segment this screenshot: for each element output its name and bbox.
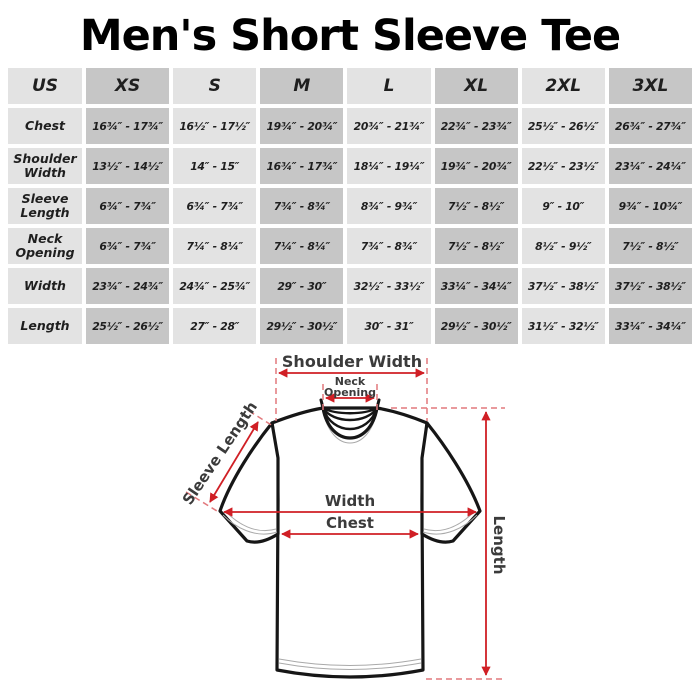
measurement-cell: 16¾″ - 17¾″ (86, 108, 170, 144)
measurement-cell: 7½″ - 8½″ (434, 228, 518, 264)
hem-stitch-line (278, 658, 422, 666)
table-row: Shoulder Width 13½″ - 14½″ 14″ - 15″ 16¾″ -… (8, 148, 692, 184)
measurement-cell: 27″ - 28″ (173, 308, 257, 344)
measurement-cell: 23¼″ - 24¼″ (608, 148, 692, 184)
measurement-cell: 32½″ - 33½″ (347, 268, 431, 304)
measurement-cell: 13½″ - 14½″ (86, 148, 170, 184)
collar-rib (321, 406, 379, 415)
measurement-cell: 7¾″ - 8¾″ (260, 188, 344, 224)
chest-label: Chest (326, 514, 374, 532)
tee-measurement-diagram: Shoulder Width Neck Opening Sleeve Lengt… (179, 352, 508, 680)
sleeve-length-guide-top (248, 410, 274, 427)
measurement-cell: 18¼″ - 19¼″ (347, 148, 431, 184)
row-label: Sleeve Length (8, 188, 82, 224)
shoulder-width-label: Shoulder Width (282, 352, 422, 371)
size-header-xl: XL (434, 68, 518, 104)
measurement-cell: 7¾″ - 8¾″ (347, 228, 431, 264)
measurement-cell: 22¾″ - 23¾″ (434, 108, 518, 144)
measurement-cell: 14″ - 15″ (173, 148, 257, 184)
measurement-cell: 33¼″ - 34¼″ (608, 308, 692, 344)
size-header-s: S (173, 68, 257, 104)
measurement-cell: 19¾″ - 20¾″ (434, 148, 518, 184)
right-cuff-stitch (422, 514, 478, 535)
measurement-cell: 37½″ - 38½″ (521, 268, 605, 304)
measurement-cell: 29½″ - 30½″ (434, 308, 518, 344)
measurement-cell: 7½″ - 8½″ (608, 228, 692, 264)
size-header-2xl: 2XL (521, 68, 605, 104)
measurement-cell: 31½″ - 32½″ (521, 308, 605, 344)
measurement-cell: 16¾″ - 17¾″ (260, 148, 344, 184)
width-label: Width (325, 492, 375, 510)
size-header-3xl: 3XL (608, 68, 692, 104)
measurement-cell: 26¾″ - 27¾″ (608, 108, 692, 144)
right-sleeve (420, 421, 482, 544)
measurement-cell: 6¾″ - 7¾″ (86, 228, 170, 264)
measurement-cell: 23¾″ - 24¾″ (86, 268, 170, 304)
measurement-cell: 20¾″ - 21¾″ (347, 108, 431, 144)
measurement-cell: 30″ - 31″ (347, 308, 431, 344)
measurement-cell: 25½″ - 26½″ (86, 308, 170, 344)
tshirt-body (270, 406, 429, 679)
row-label: Width (8, 268, 82, 304)
table-row: Sleeve Length 6¾″ - 7¾″ 6¾″ - 7¾″ 7¾″ - 8¾″… (8, 188, 692, 224)
size-chart-table: US XS S M L XL 2XL 3XL Chest 16¾″ - 17¾″ 16½″ - 17… (4, 64, 696, 348)
measurement-cell: 6¾″ - 7¾″ (173, 188, 257, 224)
measurement-cell: 9″ - 10″ (521, 188, 605, 224)
collar-rib (321, 406, 379, 422)
measurement-cell: 8¾″ - 9¾″ (347, 188, 431, 224)
hem-stitch-line (278, 662, 422, 670)
collar-outer (321, 406, 379, 440)
table-row: Chest 16¾″ - 17¾″ 16½″ - 17½″ 19¾″ - 20¾″ 20… (8, 108, 692, 144)
length-label: Length (490, 516, 508, 575)
size-header-us: US (8, 68, 82, 104)
collar-rib (321, 406, 379, 431)
row-label: Chest (8, 108, 82, 144)
measurement-cell: 25½″ - 26½″ (521, 108, 605, 144)
table-row: Width 23¾″ - 24¾″ 24¾″ - 25¾″ 29″ - 30″ 32½″… (8, 268, 692, 304)
size-chart-header-row: US XS S M L XL 2XL 3XL (8, 68, 692, 104)
measurement-cell: 7½″ - 8½″ (434, 188, 518, 224)
neck-opening-label-line2: Opening (324, 386, 376, 399)
measurement-cell: 24¾″ - 25¾″ (173, 268, 257, 304)
measurement-cell: 6¾″ - 7¾″ (86, 188, 170, 224)
sleeve-length-arrow (209, 421, 259, 503)
page-title: Men's Short Sleeve Tee (79, 11, 621, 61)
row-label: Neck Opening (8, 228, 82, 264)
sleeve-length-guide-bottom (185, 491, 218, 512)
neck-opening-label-line1: Neck (335, 375, 366, 388)
size-chart-body: US XS S M L XL 2XL 3XL Chest 16¾″ - 17¾″ 16½″ - 17… (8, 68, 692, 344)
left-cuff-stitch (222, 514, 278, 535)
measurement-cell: 7¼″ - 8¼″ (260, 228, 344, 264)
measurement-cell: 37½″ - 38½″ (608, 268, 692, 304)
measurement-cell: 29″ - 30″ (260, 268, 344, 304)
size-header-xs: XS (86, 68, 170, 104)
row-label: Shoulder Width (8, 148, 82, 184)
size-header-l: L (347, 68, 431, 104)
tshirt-drawing (218, 398, 482, 679)
measurement-cell: 16½″ - 17½″ (173, 108, 257, 144)
measurement-cell: 7¼″ - 8¼″ (173, 228, 257, 264)
measurement-cell: 8½″ - 9½″ (521, 228, 605, 264)
table-row: Neck Opening 6¾″ - 7¾″ 7¼″ - 8¼″ 7¼″ - 8¼″ 7… (8, 228, 692, 264)
measurement-cell: 22½″ - 23½″ (521, 148, 605, 184)
measurement-cell: 19¾″ - 20¾″ (260, 108, 344, 144)
size-header-m: M (260, 68, 344, 104)
table-row: Length 25½″ - 26½″ 27″ - 28″ 29½″ - 30½″ 30″… (8, 308, 692, 344)
measurement-cell: 9¾″ - 10¾″ (608, 188, 692, 224)
measurement-cell: 29½″ - 30½″ (260, 308, 344, 344)
row-label: Length (8, 308, 82, 344)
measurement-cell: 33¼″ - 34¼″ (434, 268, 518, 304)
